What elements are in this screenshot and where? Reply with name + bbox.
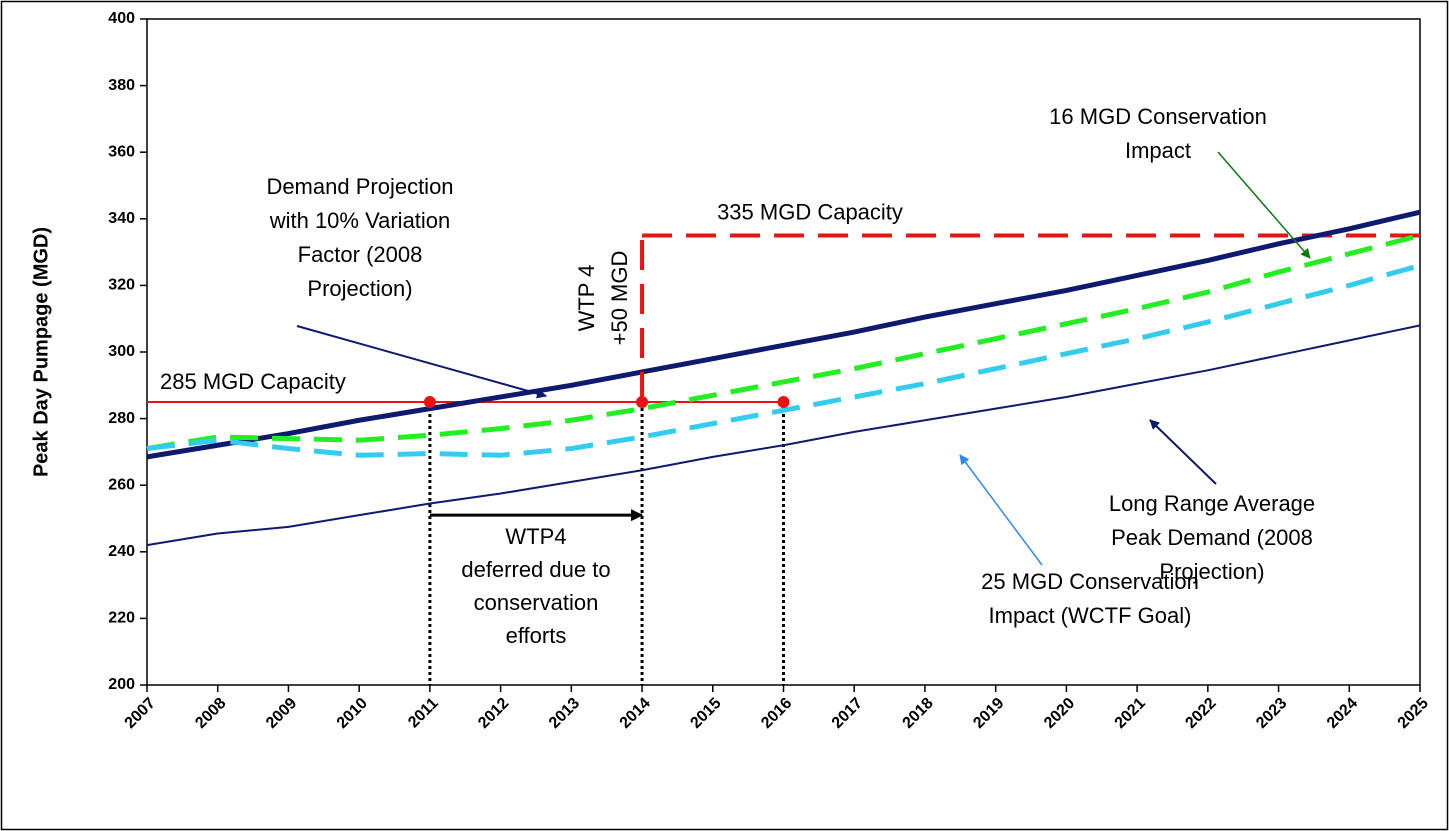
y-tick-label: 300 — [108, 343, 135, 360]
deferral-label: WTP4 — [505, 524, 566, 549]
x-tick-label: 2010 — [334, 695, 371, 732]
series-label: Impact — [1125, 138, 1191, 163]
series-label: 25 MGD Conservation — [981, 569, 1199, 594]
series-line — [146, 233, 1421, 452]
series-label: Projection) — [307, 276, 412, 301]
x-tick-label: 2015 — [687, 695, 724, 732]
capacity-label: 285 MGD Capacity — [160, 369, 346, 394]
annotation-arrow — [959, 454, 1043, 566]
series-label: with 10% Variation — [269, 208, 451, 233]
wtp4-label: WTP 4 — [574, 265, 599, 332]
series-label: Long Range Average — [1109, 491, 1315, 516]
x-tick-label: 2022 — [1182, 695, 1219, 732]
deferral-label: efforts — [506, 623, 567, 648]
x-tick-label: 2021 — [1112, 695, 1149, 732]
x-tick-label: 2011 — [405, 695, 442, 732]
y-tick-label: 360 — [108, 143, 135, 160]
plot: 200 220 240 260 280 300 320 340 360 380 400 2007 200… — [108, 10, 1432, 732]
capacity-label: 335 MGD Capacity — [717, 199, 903, 224]
x-tick-label: 2017 — [829, 695, 866, 732]
x-tick-label: 2019 — [970, 695, 1007, 732]
x-tick-label: 2014 — [617, 695, 654, 732]
y-tick-label: 240 — [108, 543, 135, 560]
capacity-marker — [777, 395, 790, 408]
series-label: 16 MGD Conservation — [1049, 104, 1267, 129]
x-tick-label: 2023 — [1253, 695, 1290, 732]
x-tick-label: 2013 — [546, 695, 583, 732]
capacity-marker — [636, 395, 649, 408]
series-line — [146, 324, 1421, 547]
annotation-arrow — [1217, 151, 1311, 259]
x-tick-label: 2025 — [1395, 695, 1432, 732]
y-tick-label: 320 — [108, 277, 135, 294]
y-axis-label: Peak Day Pumpage (MGD) — [30, 227, 52, 477]
deferral-label: conservation — [474, 590, 599, 615]
series-label: Projection) — [1159, 559, 1264, 584]
series-line — [146, 263, 1421, 458]
annotation-arrow — [1149, 419, 1217, 485]
x-tick-label: 2007 — [122, 695, 159, 732]
y-tick-label: 260 — [108, 476, 135, 493]
series-label: Impact (WCTF Goal) — [989, 603, 1192, 628]
y-tick-label: 220 — [108, 610, 135, 627]
capacity-marker — [423, 395, 436, 408]
y-tick-label: 340 — [108, 210, 135, 227]
deferral-label: deferred due to — [461, 557, 610, 582]
y-tick-label: 400 — [108, 10, 135, 27]
x-tick-label: 2009 — [263, 695, 300, 732]
x-tick-label: 2016 — [758, 695, 795, 732]
series-line — [146, 209, 1421, 460]
x-tick-label: 2020 — [1041, 695, 1078, 732]
x-tick-label: 2008 — [192, 695, 229, 732]
x-tick-label: 2018 — [900, 695, 937, 732]
x-tick-label: 2024 — [1324, 695, 1361, 732]
y-tick-label: 200 — [108, 676, 135, 693]
series-label: Factor (2008 — [298, 242, 423, 267]
wtp4-label: +50 MGD — [607, 251, 632, 346]
annotation-arrow — [296, 325, 547, 399]
y-tick-label: 380 — [108, 77, 135, 94]
series-label: Peak Demand (2008 — [1111, 525, 1313, 550]
y-tick-label: 280 — [108, 410, 135, 427]
x-tick-label: 2012 — [475, 695, 512, 732]
series-label: Demand Projection — [266, 174, 453, 199]
